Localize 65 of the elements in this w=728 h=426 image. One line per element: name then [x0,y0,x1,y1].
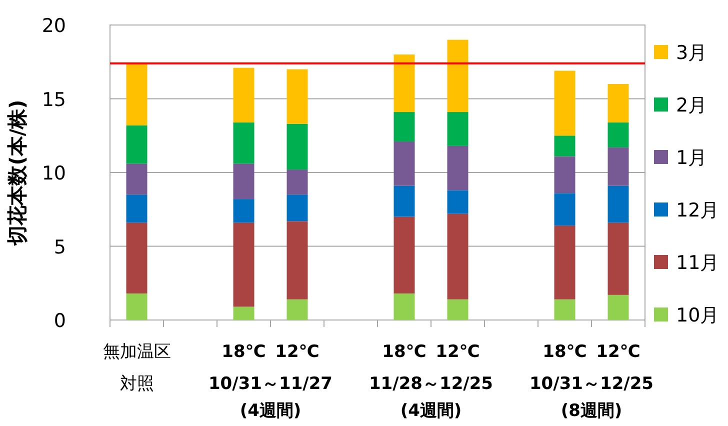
bar [286,69,308,124]
legend-label: 11月 [676,252,720,274]
y-tick-label: 15 [42,88,66,111]
text: 10/31～12/25 (8週間) [529,374,654,421]
bar [608,222,629,295]
bar [126,194,148,223]
text: 対照 [120,374,154,394]
bar [608,122,629,148]
bar [394,54,415,112]
bar [286,194,308,222]
bar [554,226,576,300]
bar [233,199,254,223]
bar [608,294,629,320]
bar [554,136,576,156]
x-tick-label: 18℃ [222,342,266,362]
bar [233,122,254,164]
legend-label: 10月 [676,304,720,326]
bar [554,156,576,194]
bar [447,146,468,190]
legend-label: 3月 [676,42,708,64]
bar [233,306,254,320]
y-axis-title: 切花本数(本/株) [5,100,29,246]
bar [447,214,468,300]
bar [608,84,629,122]
bar [447,299,468,320]
x-tick-label: 無加温区 [102,342,171,362]
bar [447,112,468,146]
bar [126,293,148,320]
bar [126,164,148,195]
bar [447,190,468,214]
bar [394,293,415,320]
bar [233,222,254,307]
bar [608,147,629,186]
bar [126,63,148,126]
bar [286,124,308,170]
bar [126,125,148,164]
bar [554,70,576,136]
y-tick-label: 10 [42,162,66,184]
bar [554,299,576,320]
x-tick-label: 12℃ [275,342,320,362]
bar [233,164,254,200]
x-tick-label: 12℃ [436,342,480,362]
bar [394,216,415,294]
bar [286,170,308,195]
bar [608,186,629,223]
bar [447,40,468,112]
text: 10/31～11/27 (4週間) [208,374,333,421]
bar [233,68,254,122]
bar [394,112,415,142]
y-tick-label: 20 [42,15,66,37]
x-tick-label: 18℃ [542,342,587,362]
y-tick-label: 0 [54,310,66,332]
legend-label: 1月 [676,147,708,169]
bar [126,222,148,294]
bar [394,142,415,186]
text: 11/28～12/25 (4週間) [368,374,494,421]
legend-label: 12月 [676,200,720,222]
bar [286,299,308,320]
y-tick-label: 5 [54,236,66,258]
bar [286,221,308,300]
x-tick-label: 18℃ [382,342,426,362]
bar [394,186,415,217]
legend-label: 2月 [676,94,708,116]
bar [554,193,576,226]
x-tick-label: 12℃ [596,342,640,362]
